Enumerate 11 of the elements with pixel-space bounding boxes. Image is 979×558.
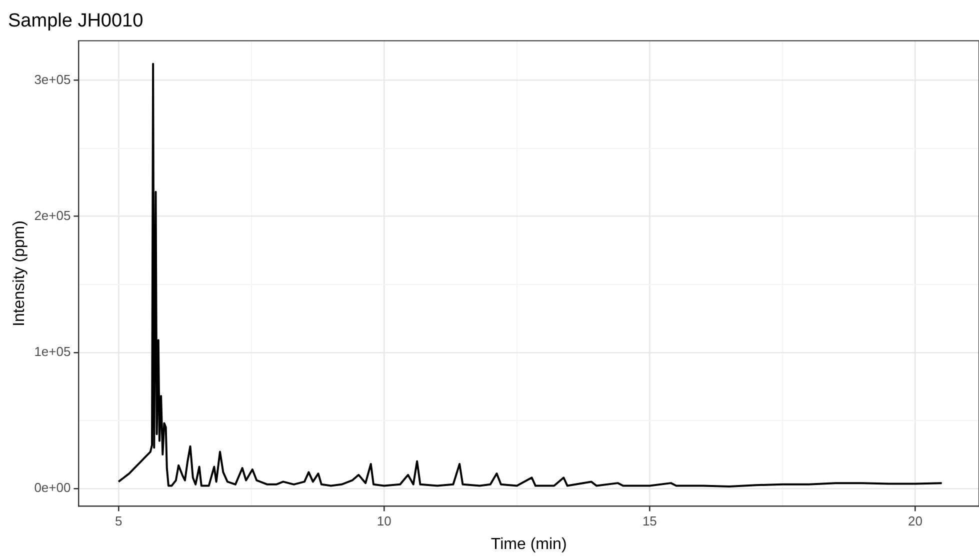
- y-tick-label: 2e+05: [34, 208, 71, 223]
- x-axis-title: Time (min): [490, 536, 567, 553]
- chart-title: Sample JH0010: [8, 10, 144, 32]
- x-tick-label: 15: [642, 514, 657, 529]
- y-axis-title: Intensity (ppm): [11, 220, 28, 326]
- y-tick-label: 3e+05: [34, 72, 71, 87]
- y-tick-label: 1e+05: [34, 344, 71, 360]
- x-tick-label: 10: [376, 514, 392, 529]
- x-tick-label: 5: [114, 514, 122, 529]
- x-tick-label: 20: [908, 514, 922, 529]
- y-tick-label: 0e+00: [34, 480, 71, 496]
